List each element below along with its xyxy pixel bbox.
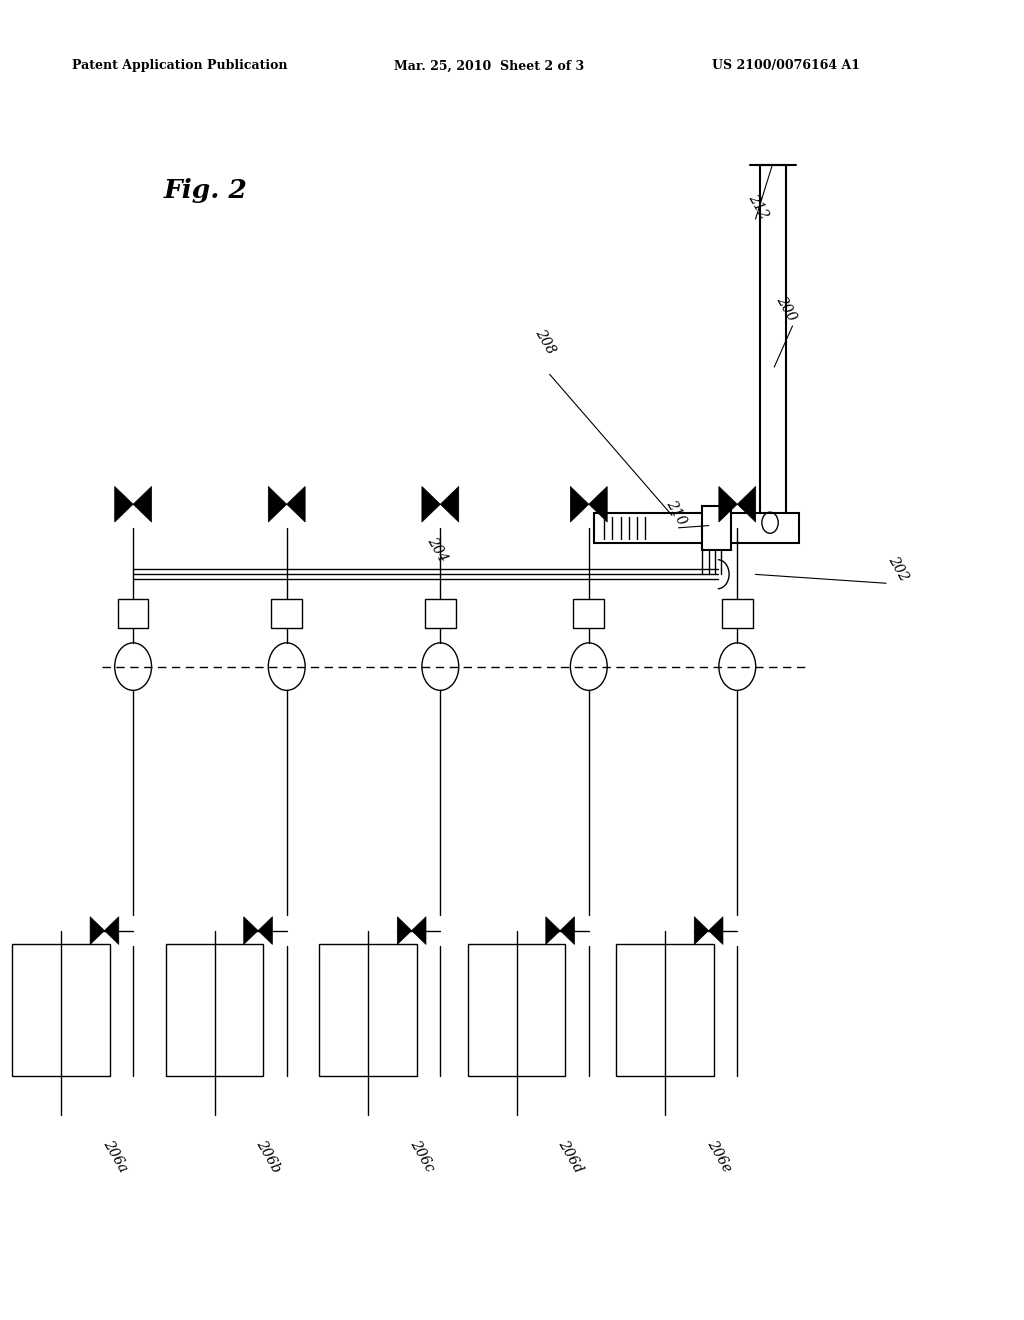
Text: 204: 204 — [425, 535, 451, 565]
Bar — [271, 599, 302, 628]
Text: 206b: 206b — [254, 1138, 284, 1176]
Bar — [166, 944, 263, 1076]
Polygon shape — [546, 916, 560, 945]
Text: 202: 202 — [886, 553, 911, 583]
Text: 206c: 206c — [408, 1138, 437, 1175]
Polygon shape — [244, 916, 258, 945]
Polygon shape — [104, 916, 119, 945]
Bar — [722, 599, 753, 628]
Bar — [573, 599, 604, 628]
Polygon shape — [560, 916, 574, 945]
Polygon shape — [258, 916, 272, 945]
Polygon shape — [709, 916, 723, 945]
Text: Mar. 25, 2010  Sheet 2 of 3: Mar. 25, 2010 Sheet 2 of 3 — [394, 59, 585, 73]
Bar — [594, 513, 799, 543]
Polygon shape — [422, 487, 440, 521]
Text: 206a: 206a — [100, 1138, 130, 1175]
Polygon shape — [440, 487, 459, 521]
Bar — [12, 944, 110, 1076]
Polygon shape — [412, 916, 426, 945]
Text: Patent Application Publication: Patent Application Publication — [72, 59, 287, 73]
Polygon shape — [133, 487, 152, 521]
Polygon shape — [589, 487, 607, 521]
Bar — [760, 165, 786, 535]
Polygon shape — [115, 487, 133, 521]
Polygon shape — [719, 487, 737, 521]
Bar — [319, 944, 417, 1076]
Text: 200: 200 — [773, 293, 799, 323]
Polygon shape — [570, 487, 589, 521]
Polygon shape — [90, 916, 104, 945]
Text: 210: 210 — [664, 498, 689, 528]
Polygon shape — [287, 487, 305, 521]
Text: Fig. 2: Fig. 2 — [164, 178, 248, 203]
Text: 206d: 206d — [555, 1138, 585, 1176]
Bar — [425, 599, 456, 628]
Bar — [616, 944, 714, 1076]
Bar — [118, 599, 148, 628]
Text: US 2100/0076164 A1: US 2100/0076164 A1 — [712, 59, 860, 73]
Bar — [702, 506, 731, 550]
Polygon shape — [397, 916, 412, 945]
Bar — [468, 944, 565, 1076]
Text: 208: 208 — [532, 326, 558, 356]
Polygon shape — [694, 916, 709, 945]
Text: 206e: 206e — [705, 1138, 734, 1175]
Polygon shape — [737, 487, 756, 521]
Polygon shape — [268, 487, 287, 521]
Text: 212: 212 — [745, 191, 771, 222]
